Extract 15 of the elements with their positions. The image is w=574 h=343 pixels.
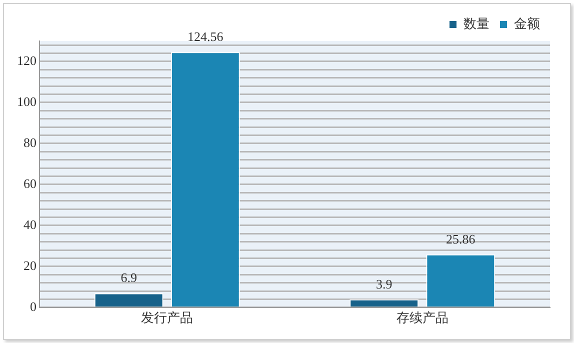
y-tick-label: 40: [24, 216, 36, 232]
y-tick-label: 80: [24, 134, 36, 150]
y-tick-label: 120: [17, 52, 36, 68]
y-tick-label: 0: [30, 298, 36, 314]
legend-label: 金额: [514, 16, 540, 32]
data-label: 3.9: [376, 276, 392, 292]
legend-label: 数量: [464, 16, 490, 32]
data-label: 124.56: [188, 29, 224, 44]
y-tick-label: 60: [24, 176, 36, 191]
x-tick-label: 存续产品: [396, 310, 448, 325]
data-label: 6.9: [120, 270, 137, 286]
y-tick-label: 100: [17, 94, 36, 109]
data-label: 25.86: [446, 231, 476, 246]
y-tick-label: 20: [24, 258, 36, 273]
x-tick-label: 发行产品: [141, 310, 194, 325]
